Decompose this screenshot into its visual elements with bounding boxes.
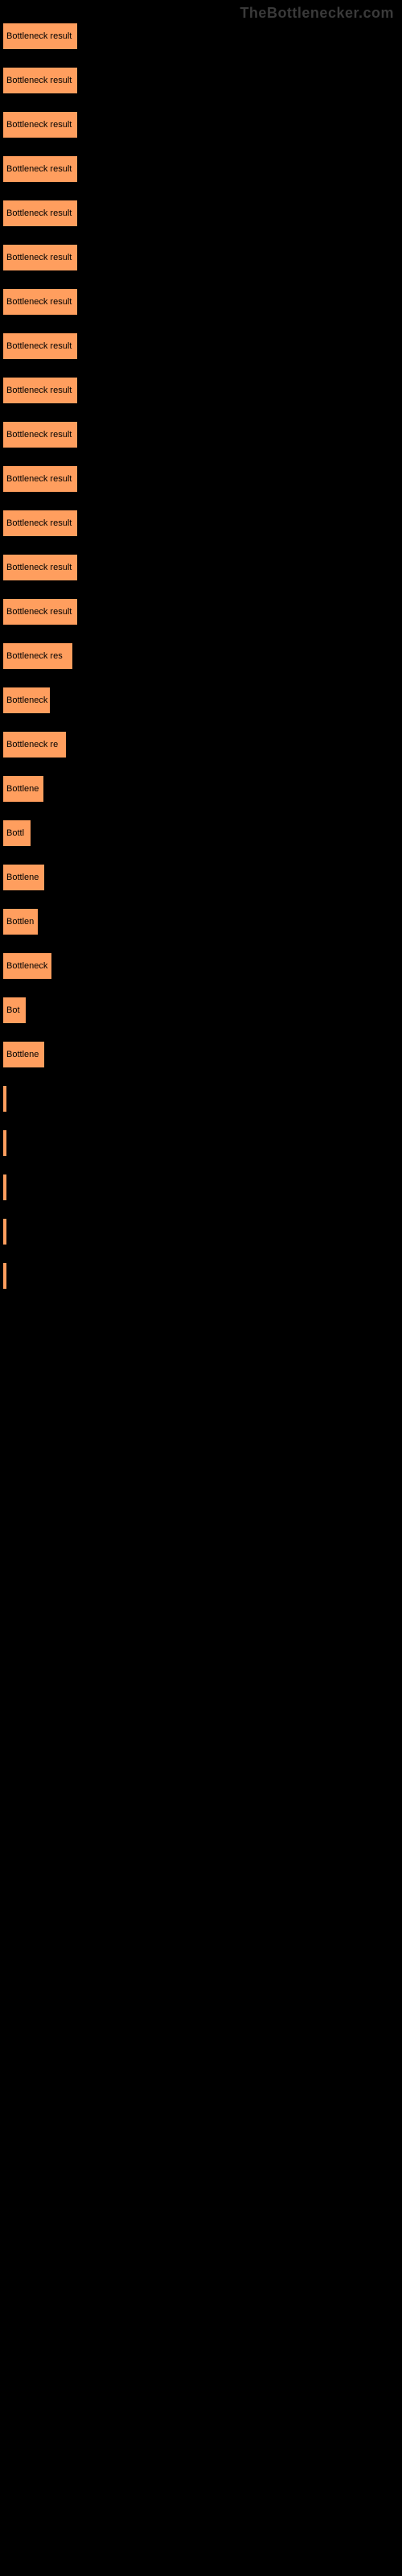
bar-row: Bottleneck result [2, 598, 78, 625]
bar-label: Bottleneck [6, 696, 47, 705]
bar-row: Bottlene [2, 864, 45, 891]
bar-label: Bottleneck result [6, 474, 72, 484]
bar-row: Bottleneck result [2, 554, 78, 581]
bar-row: Bot [2, 997, 27, 1024]
bar-label: Bottleneck result [6, 430, 72, 440]
bar-label: Bot [6, 1005, 20, 1015]
bar-row: Bottleneck result [2, 465, 78, 493]
bar: Bottleneck result [2, 332, 78, 360]
bar-label: Bottleneck result [6, 297, 72, 307]
bar-label: Bottlene [6, 784, 39, 794]
bar-row: Bottleneck [2, 687, 51, 714]
bar: Bottleneck result [2, 288, 78, 316]
bar-row: Bottlene [2, 1041, 45, 1068]
bar-label: Bottlen [6, 917, 34, 927]
bar: Bottlene [2, 1041, 45, 1068]
bar: Bottleneck result [2, 244, 78, 271]
bar: Bottleneck result [2, 421, 78, 448]
bar: Bottleneck result [2, 554, 78, 581]
bar: Bottleneck re [2, 731, 67, 758]
bar-label: Bottleneck result [6, 164, 72, 174]
bar-label: Bottleneck [6, 961, 47, 971]
bar-label: Bottl [6, 828, 24, 838]
bar-label: Bottleneck result [6, 253, 72, 262]
bar-label: Bottleneck result [6, 31, 72, 41]
bar: Bottleneck [2, 952, 52, 980]
bar: Bottleneck result [2, 377, 78, 404]
bar-label: Bottleneck result [6, 386, 72, 395]
bar-row: Bottleneck result [2, 67, 78, 94]
bar-row [2, 1262, 7, 1290]
bar: Bottlen [2, 908, 39, 935]
bar: Bot [2, 997, 27, 1024]
bar-label: Bottlene [6, 873, 39, 882]
bar [2, 1129, 7, 1157]
bar [2, 1262, 7, 1290]
bar: Bottlene [2, 864, 45, 891]
bar-label: Bottleneck result [6, 518, 72, 528]
bar-row: Bottleneck res [2, 642, 73, 670]
bar: Bottlene [2, 775, 44, 803]
bar: Bottleneck result [2, 23, 78, 50]
bar [2, 1218, 7, 1245]
bar-row [2, 1085, 7, 1113]
bar-label: Bottlene [6, 1050, 39, 1059]
bar: Bottleneck result [2, 111, 78, 138]
bar-row: Bottleneck result [2, 111, 78, 138]
bar-row: Bottleneck result [2, 510, 78, 537]
bar-label: Bottleneck result [6, 208, 72, 218]
bar [2, 1085, 7, 1113]
bar: Bottleneck res [2, 642, 73, 670]
bar-row: Bottlene [2, 775, 44, 803]
bar-row: Bottl [2, 819, 31, 847]
bar: Bottleneck result [2, 510, 78, 537]
bar-row: Bottleneck result [2, 23, 78, 50]
bar-row: Bottlen [2, 908, 39, 935]
bar-row: Bottleneck result [2, 155, 78, 183]
bar: Bottl [2, 819, 31, 847]
bar [2, 1174, 7, 1201]
bar-row: Bottleneck result [2, 377, 78, 404]
bar: Bottleneck result [2, 598, 78, 625]
bar-label: Bottleneck result [6, 563, 72, 572]
bar-label: Bottleneck result [6, 607, 72, 617]
bar: Bottleneck result [2, 200, 78, 227]
bar-row: Bottleneck result [2, 421, 78, 448]
bar-label: Bottleneck result [6, 76, 72, 85]
bar-label: Bottleneck result [6, 341, 72, 351]
bar-label: Bottleneck re [6, 740, 58, 749]
bar-row: Bottleneck [2, 952, 52, 980]
bar: Bottleneck result [2, 465, 78, 493]
bar: Bottleneck result [2, 67, 78, 94]
bar-row: Bottleneck result [2, 244, 78, 271]
bar-row [2, 1218, 7, 1245]
bar: Bottleneck result [2, 155, 78, 183]
bar-label: Bottleneck res [6, 651, 63, 661]
bar: Bottleneck [2, 687, 51, 714]
bar-label: Bottleneck result [6, 120, 72, 130]
bar-chart: Bottleneck result Bottleneck result Bottle… [0, 0, 402, 2576]
bar-row: Bottleneck result [2, 200, 78, 227]
bar-row: Bottleneck result [2, 288, 78, 316]
bar-row: Bottleneck re [2, 731, 67, 758]
bar-row: Bottleneck result [2, 332, 78, 360]
bar-row [2, 1129, 7, 1157]
bar-row [2, 1174, 7, 1201]
